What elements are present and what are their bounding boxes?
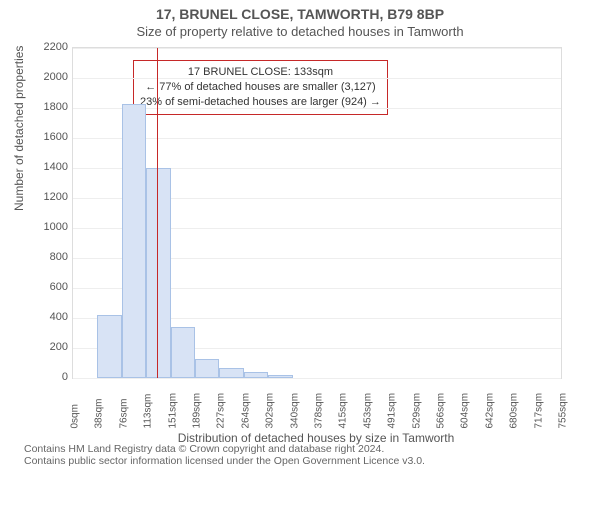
x-tick-label: 755sqm	[558, 393, 569, 429]
x-tick-label: 642sqm	[484, 393, 495, 429]
x-tick-label: 38sqm	[94, 398, 105, 428]
x-tick-label: 378sqm	[314, 393, 325, 429]
gridline	[73, 378, 561, 379]
x-tick-label: 566sqm	[436, 393, 447, 429]
x-tick-label: 0sqm	[70, 404, 81, 428]
histogram-bar	[219, 368, 243, 379]
x-tick-label: 680sqm	[509, 393, 520, 429]
property-annotation-box: 17 BRUNEL CLOSE: 133sqm ← 77% of detache…	[133, 60, 388, 115]
histogram-bar	[171, 327, 195, 378]
y-tick-label: 1200	[28, 191, 68, 203]
gridline	[73, 78, 561, 79]
x-tick-label: 76sqm	[118, 398, 129, 428]
histogram-bar	[122, 104, 146, 379]
y-tick-label: 1600	[28, 131, 68, 143]
x-tick-label: 529sqm	[411, 393, 422, 429]
x-tick-label: 151sqm	[167, 393, 178, 429]
chart-container: Number of detached properties 17 BRUNEL …	[20, 43, 580, 443]
x-tick-label: 113sqm	[143, 394, 154, 429]
y-axis-label: Number of detached properties	[12, 46, 26, 211]
gridline	[73, 48, 561, 49]
x-tick-label: 453sqm	[362, 393, 373, 429]
gridline	[73, 108, 561, 109]
x-tick-label: 717sqm	[533, 393, 544, 429]
x-axis-label: Distribution of detached houses by size …	[72, 431, 560, 445]
y-tick-label: 1000	[28, 221, 68, 233]
histogram-bar	[268, 375, 292, 378]
y-tick-label: 600	[28, 281, 68, 293]
y-tick-label: 200	[28, 341, 68, 353]
x-tick-label: 264sqm	[240, 393, 251, 429]
x-tick-label: 340sqm	[289, 393, 300, 429]
y-tick-label: 400	[28, 311, 68, 323]
histogram-bar	[97, 315, 121, 378]
y-tick-label: 1800	[28, 101, 68, 113]
x-tick-label: 227sqm	[216, 393, 227, 429]
y-tick-label: 800	[28, 251, 68, 263]
x-tick-label: 415sqm	[338, 393, 349, 429]
gridline	[73, 138, 561, 139]
footer-copyright-2: Contains public sector information licen…	[24, 455, 600, 467]
histogram-bar	[195, 359, 219, 379]
page-title: 17, BRUNEL CLOSE, TAMWORTH, B79 8BP	[0, 6, 600, 22]
property-marker-line	[157, 48, 158, 378]
y-tick-label: 0	[28, 371, 68, 383]
y-tick-label: 1400	[28, 161, 68, 173]
y-tick-label: 2000	[28, 71, 68, 83]
x-tick-label: 189sqm	[192, 393, 203, 429]
page-subtitle: Size of property relative to detached ho…	[0, 24, 600, 39]
annotation-line-2: ← 77% of detached houses are smaller (3,…	[140, 80, 381, 95]
x-tick-label: 491sqm	[387, 393, 398, 429]
x-tick-label: 302sqm	[265, 393, 276, 429]
x-tick-label: 604sqm	[460, 393, 471, 429]
y-tick-label: 2200	[28, 41, 68, 53]
histogram-bar	[244, 372, 268, 378]
plot-area: 17 BRUNEL CLOSE: 133sqm ← 77% of detache…	[72, 47, 562, 379]
